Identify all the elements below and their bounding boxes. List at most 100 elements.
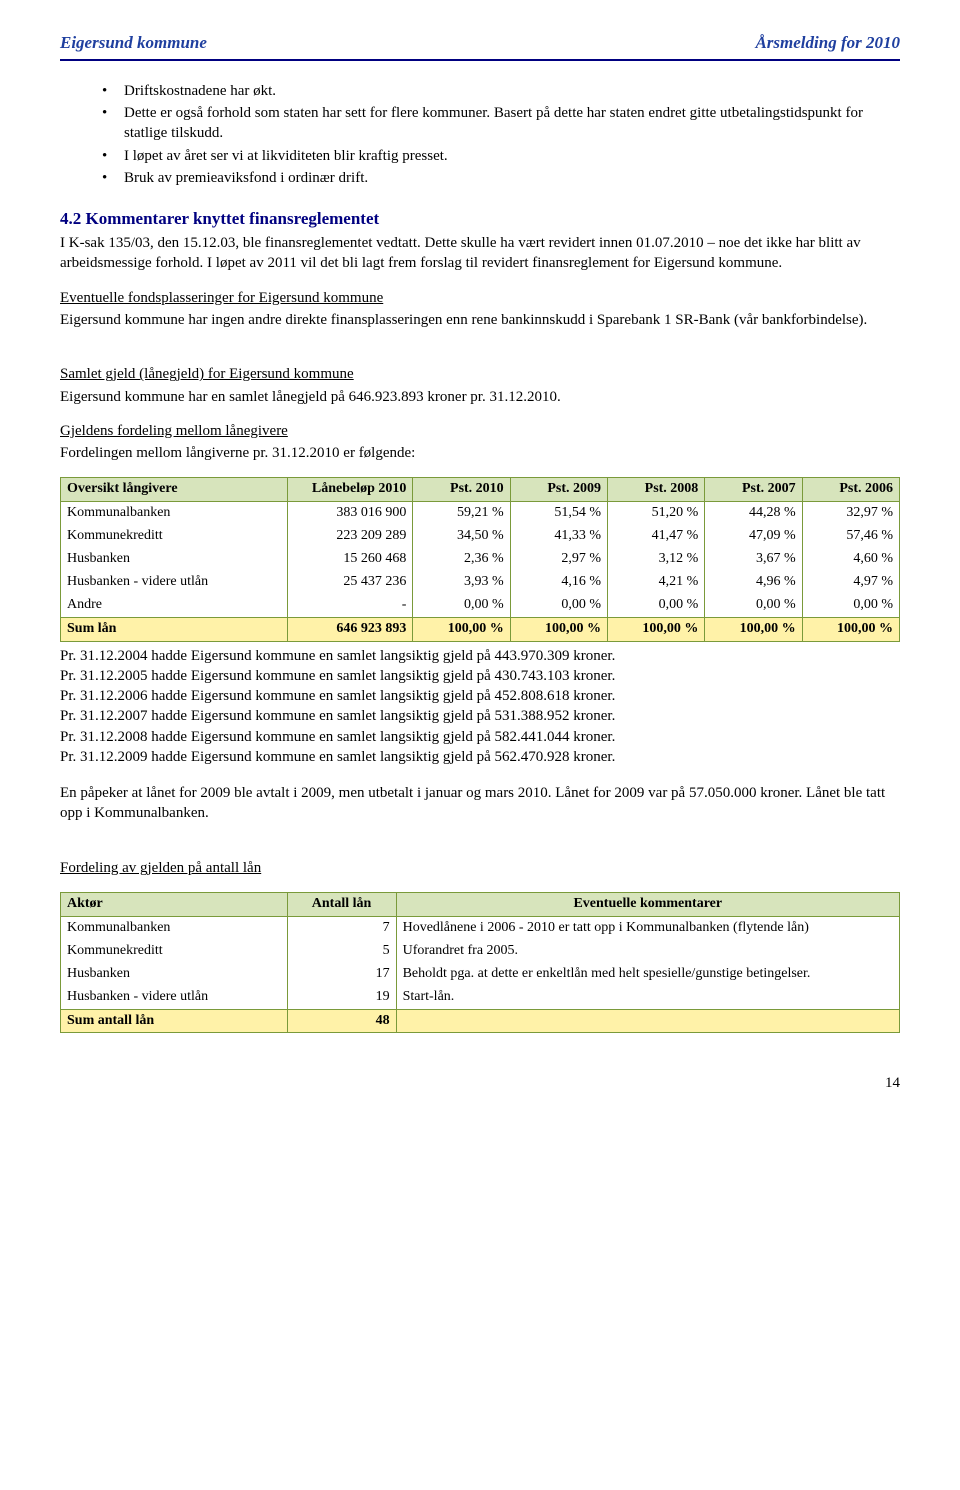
table-cell: 4,96 %: [705, 571, 802, 594]
table-cell: 4,16 %: [510, 571, 607, 594]
table-cell: 100,00 %: [705, 617, 802, 641]
col-header: Aktør: [61, 893, 288, 917]
table-cell: 17: [287, 963, 396, 986]
table-cell: 41,47 %: [608, 525, 705, 548]
bullet-item: Dette er også forhold som staten har set…: [102, 103, 900, 144]
table-cell: 383 016 900: [287, 502, 413, 525]
table-cell: Husbanken: [61, 548, 288, 571]
table-cell: 44,28 %: [705, 502, 802, 525]
note-line: Pr. 31.12.2006 hadde Eigersund kommune e…: [60, 686, 900, 706]
table-sum-row: Sum lån646 923 893100,00 %100,00 %100,00…: [61, 617, 900, 641]
note-line: Pr. 31.12.2005 hadde Eigersund kommune e…: [60, 666, 900, 686]
table-cell: 100,00 %: [802, 617, 899, 641]
table-cell: 34,50 %: [413, 525, 510, 548]
col-header: Antall lån: [287, 893, 396, 917]
table-cell: 0,00 %: [510, 594, 607, 617]
table-cell: 51,54 %: [510, 502, 607, 525]
gjeld-heading: Samlet gjeld (lånegjeld) for Eigersund k…: [60, 366, 354, 382]
table-row: Kommunalbanken383 016 90059,21 %51,54 %5…: [61, 502, 900, 525]
loan-count-table: Aktør Antall lån Eventuelle kommentarer …: [60, 892, 900, 1033]
table-cell: 47,09 %: [705, 525, 802, 548]
table-cell: 100,00 %: [413, 617, 510, 641]
table-cell: 0,00 %: [608, 594, 705, 617]
table-row: Husbanken - videre utlån19Start-lån.: [61, 986, 900, 1009]
table-cell: 32,97 %: [802, 502, 899, 525]
table-row: Husbanken15 260 4682,36 %2,97 %3,12 %3,6…: [61, 548, 900, 571]
table-cell: 19: [287, 986, 396, 1009]
bullet-item: Driftskostnadene har økt.: [102, 81, 900, 101]
table-cell: -: [287, 594, 413, 617]
table-sum-row: Sum antall lån48: [61, 1009, 900, 1033]
table-row: Husbanken17Beholdt pga. at dette er enke…: [61, 963, 900, 986]
table-cell: 2,97 %: [510, 548, 607, 571]
header-rule: [60, 59, 900, 61]
para-after-notes: En påpeker at lånet for 2009 ble avtalt …: [60, 783, 900, 824]
table-cell: 100,00 %: [510, 617, 607, 641]
col-header: Oversikt långivere: [61, 478, 288, 502]
page-number: 14: [60, 1073, 900, 1093]
fonds-body: Eigersund kommune har ingen andre direkt…: [60, 310, 900, 330]
col-header: Pst. 2010: [413, 478, 510, 502]
table-cell: Husbanken - videre utlån: [61, 986, 288, 1009]
header-left: Eigersund kommune: [60, 32, 207, 55]
table-cell: 223 209 289: [287, 525, 413, 548]
table-cell: 4,97 %: [802, 571, 899, 594]
table-cell: Kommunekreditt: [61, 940, 288, 963]
note-line: Pr. 31.12.2008 hadde Eigersund kommune e…: [60, 727, 900, 747]
table-cell: Beholdt pga. at dette er enkeltlån med h…: [396, 963, 899, 986]
table-cell: Husbanken: [61, 963, 288, 986]
fordeling-intro: Fordelingen mellom långiverne pr. 31.12.…: [60, 443, 900, 463]
section-4-2-heading: 4.2 Kommentarer knyttet finansreglemente…: [60, 208, 900, 231]
table-cell: Sum antall lån: [61, 1009, 288, 1033]
col-header: Pst. 2006: [802, 478, 899, 502]
table-cell: 0,00 %: [705, 594, 802, 617]
table-cell: 0,00 %: [413, 594, 510, 617]
table-header-row: Oversikt långivere Lånebeløp 2010 Pst. 2…: [61, 478, 900, 502]
lenders-table: Oversikt långivere Lånebeløp 2010 Pst. 2…: [60, 477, 900, 641]
table-cell: Sum lån: [61, 617, 288, 641]
table-cell: 5: [287, 940, 396, 963]
historical-notes: Pr. 31.12.2004 hadde Eigersund kommune e…: [60, 646, 900, 768]
table-cell: Uforandret fra 2005.: [396, 940, 899, 963]
page-header: Eigersund kommune Årsmelding for 2010: [60, 32, 900, 55]
note-line: Pr. 31.12.2004 hadde Eigersund kommune e…: [60, 646, 900, 666]
table-cell: 15 260 468: [287, 548, 413, 571]
col-header: Pst. 2009: [510, 478, 607, 502]
table-cell: 7: [287, 917, 396, 940]
table-cell: Andre: [61, 594, 288, 617]
table-row: Kommunekreditt223 209 28934,50 %41,33 %4…: [61, 525, 900, 548]
table-cell: Kommunalbanken: [61, 502, 288, 525]
bullet-item: I løpet av året ser vi at likviditeten b…: [102, 146, 900, 166]
table-cell: 51,20 %: [608, 502, 705, 525]
bullet-list: Driftskostnadene har økt. Dette er også …: [60, 81, 900, 188]
fonds-heading: Eventuelle fondsplasseringer for Eigersu…: [60, 290, 383, 306]
fordeling-heading: Gjeldens fordeling mellom lånegivere: [60, 423, 288, 439]
table-cell: 25 437 236: [287, 571, 413, 594]
table-cell: Husbanken - videre utlån: [61, 571, 288, 594]
note-line: Pr. 31.12.2009 hadde Eigersund kommune e…: [60, 747, 900, 767]
gjeld-body: Eigersund kommune har en samlet lånegjel…: [60, 387, 900, 407]
table-cell: 48: [287, 1009, 396, 1033]
table-cell: 41,33 %: [510, 525, 607, 548]
section-4-2-body: I K-sak 135/03, den 15.12.03, ble finans…: [60, 233, 900, 274]
col-header: Pst. 2007: [705, 478, 802, 502]
col-header: Lånebeløp 2010: [287, 478, 413, 502]
table-cell: Hovedlånene i 2006 - 2010 er tatt opp i …: [396, 917, 899, 940]
table-cell: 3,12 %: [608, 548, 705, 571]
note-line: Pr. 31.12.2007 hadde Eigersund kommune e…: [60, 706, 900, 726]
table-header-row: Aktør Antall lån Eventuelle kommentarer: [61, 893, 900, 917]
table-row: Andre-0,00 %0,00 %0,00 %0,00 %0,00 %: [61, 594, 900, 617]
table-cell: 59,21 %: [413, 502, 510, 525]
table-cell: Kommunekreditt: [61, 525, 288, 548]
fordeling2-heading: Fordeling av gjelden på antall lån: [60, 860, 261, 876]
table-cell: 4,60 %: [802, 548, 899, 571]
table-cell: Start-lån.: [396, 986, 899, 1009]
table-cell: Kommunalbanken: [61, 917, 288, 940]
table-cell: 100,00 %: [608, 617, 705, 641]
table-cell: 57,46 %: [802, 525, 899, 548]
bullet-item: Bruk av premieaviksfond i ordinær drift.: [102, 168, 900, 188]
table-cell: 4,21 %: [608, 571, 705, 594]
table-row: Husbanken - videre utlån25 437 2363,93 %…: [61, 571, 900, 594]
col-header: Eventuelle kommentarer: [396, 893, 899, 917]
table-cell: 3,93 %: [413, 571, 510, 594]
